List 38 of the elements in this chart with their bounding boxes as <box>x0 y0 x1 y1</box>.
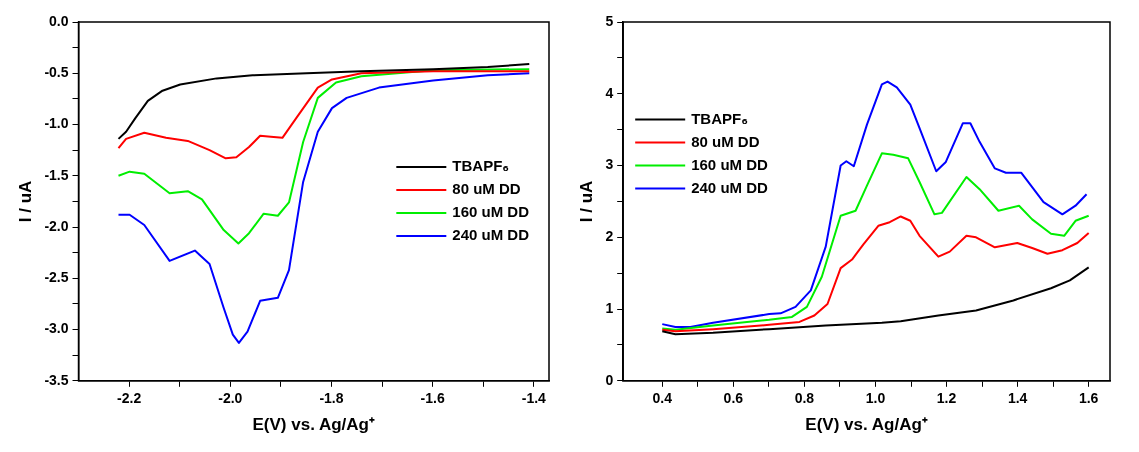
y-tick-label: -3.5 <box>44 371 69 388</box>
y-tick-label: 2 <box>605 228 614 245</box>
legend-label: 80 uM DD <box>691 132 760 150</box>
x-tick-label: -2.0 <box>218 390 243 407</box>
y-tick-label: 0 <box>605 371 614 388</box>
y-tick-label: 1 <box>605 299 614 316</box>
y-tick-label: 5 <box>605 12 614 29</box>
y-tick-label: 4 <box>605 84 614 101</box>
x-tick-label: -1.6 <box>420 390 445 407</box>
x-tick-label: 0.4 <box>652 390 673 407</box>
x-tick-label: 1.2 <box>936 390 957 407</box>
y-tick-label: -0.5 <box>44 64 69 81</box>
x-axis-title: E(V) vs. Ag/Ag⁺ <box>805 415 928 435</box>
y-tick-label: -2.0 <box>44 217 69 234</box>
x-tick-label: 1.6 <box>1078 390 1099 407</box>
y-tick-label: -1.0 <box>44 115 69 132</box>
x-tick-label: 0.6 <box>723 390 744 407</box>
x-axis-title: E(V) vs. Ag/Ag⁺ <box>252 415 376 435</box>
legend-label: 240 uM DD <box>691 178 769 196</box>
legend-label: TBAPF₆ <box>452 157 510 175</box>
legend-label: 80 uM DD <box>452 180 521 198</box>
x-tick-label: -1.4 <box>521 390 547 407</box>
y-tick-label: -1.5 <box>44 166 69 183</box>
x-tick-label: 0.8 <box>794 390 815 407</box>
y-tick-label: 0.0 <box>49 12 69 29</box>
legend-label: 240 uM DD <box>452 226 530 244</box>
y-tick-label: 3 <box>605 156 614 173</box>
x-tick-label: -2.2 <box>117 390 142 407</box>
x-tick-label: 1.0 <box>865 390 886 407</box>
y-tick-label: -3.0 <box>44 320 69 337</box>
x-tick-label: 1.4 <box>1007 390 1028 407</box>
y-axis-title: I / uA <box>15 180 35 223</box>
x-tick-label: -1.8 <box>319 390 344 407</box>
y-axis-title: I / uA <box>576 180 596 223</box>
legend-label: TBAPF₆ <box>691 109 748 127</box>
legend-label: 160 uM DD <box>452 203 530 221</box>
legend-label: 160 uM DD <box>691 155 769 173</box>
y-tick-label: -2.5 <box>44 269 69 286</box>
